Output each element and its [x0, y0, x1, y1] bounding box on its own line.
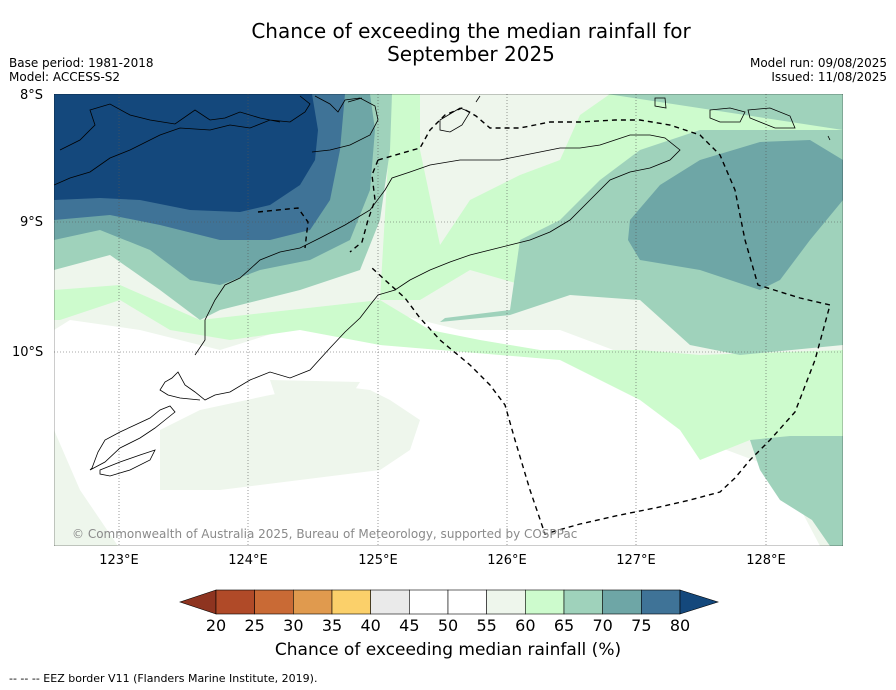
lat-label-10s: 10°S — [12, 345, 44, 360]
colorbar-swatch-75-80 — [641, 589, 681, 615]
colorbar-swatch-45-50 — [409, 589, 449, 615]
colorbar-swatch-20-25 — [215, 589, 255, 615]
colorbar-tick-40: 40 — [360, 616, 381, 635]
colorbar-swatch-65-70 — [563, 589, 603, 615]
model-run-text: Model run: 09/08/2025 — [749, 56, 887, 70]
graticule — [54, 94, 843, 546]
contour-55-60-lower — [160, 385, 420, 490]
meta-left: Base period: 1981-2018 Model: ACCESS-S2 — [9, 56, 154, 84]
meta-right: Model run: 09/08/2025 Issued: 11/08/2025 — [750, 56, 887, 84]
colorbar-tick-80: 80 — [669, 616, 691, 635]
timor-coast — [159, 134, 681, 401]
colorbar-swatch-40-45 — [370, 589, 410, 615]
colorbar-tick-55: 55 — [476, 616, 497, 635]
map-title: Chance of exceeding the median rainfall … — [0, 20, 896, 66]
colorbar-tick-75: 75 — [631, 616, 652, 635]
model-text: Model: ACCESS-S2 — [9, 70, 121, 84]
map-title-line1: Chance of exceeding the median rainfall … — [251, 19, 691, 43]
colorbar-swatch-55-60 — [486, 589, 526, 615]
issued-text: Issued: 11/08/2025 — [771, 70, 887, 84]
colorbar-tick-60: 60 — [515, 616, 536, 635]
lon-label-128e: 128°E — [746, 553, 786, 568]
lon-label-125e: 125°E — [358, 553, 398, 568]
base-period-text: Base period: 1981-2018 — [9, 56, 154, 70]
lat-label-9s: 9°S — [20, 215, 44, 230]
colorbar-tick-50: 50 — [437, 616, 459, 635]
colorbar-swatch-25-30 — [254, 589, 294, 615]
contour-65-70-lower-right — [750, 436, 843, 546]
alor-islands — [311, 95, 379, 153]
lon-label-123e: 123°E — [99, 553, 139, 568]
lon-label-127e: 127°E — [616, 553, 656, 568]
rote-island — [89, 405, 176, 471]
wetar-islands — [439, 95, 831, 141]
lat-label-8s: 8°S — [20, 88, 44, 103]
colorbar — [179, 589, 719, 615]
colorbar-over-arrow — [679, 589, 719, 615]
eez-border — [257, 107, 831, 535]
map-area — [54, 94, 843, 546]
rote-south — [99, 449, 156, 477]
coastlines — [54, 95, 831, 477]
colorbar-swatch-35-40 — [331, 589, 371, 615]
colorbar-tick-30: 30 — [283, 616, 304, 635]
colorbar-under-arrow — [179, 589, 217, 615]
lon-label-124e: 124°E — [228, 553, 268, 568]
colorbar-swatch-60-65 — [525, 589, 565, 615]
colorbar-tick-25: 25 — [244, 616, 265, 635]
colorbar-swatch-30-35 — [293, 589, 333, 615]
lon-label-126e: 126°E — [487, 553, 527, 568]
colorbar-swatch-70-75 — [602, 589, 642, 615]
map-title-line2: September 2025 — [387, 42, 555, 66]
contour-55-60-mid — [270, 380, 360, 410]
colorbar-swatch-50-55 — [447, 589, 487, 615]
colorbar-tick-70: 70 — [592, 616, 613, 635]
copyright-text: © Commonwealth of Australia 2025, Bureau… — [72, 527, 578, 541]
colorbar-tick-65: 65 — [553, 616, 575, 635]
colorbar-tick-20: 20 — [205, 616, 227, 635]
colorbar-tick-45: 45 — [399, 616, 420, 635]
contour-80-plus — [54, 94, 318, 212]
flores-coast — [54, 95, 311, 186]
colorbar-tick-35: 35 — [321, 616, 343, 635]
colorbar-title: Chance of exceeding median rainfall (%) — [274, 640, 622, 660]
eez-footer-note: -- -- -- EEZ border V11 (Flanders Marine… — [9, 672, 318, 685]
contour-60-65-right — [808, 370, 843, 400]
